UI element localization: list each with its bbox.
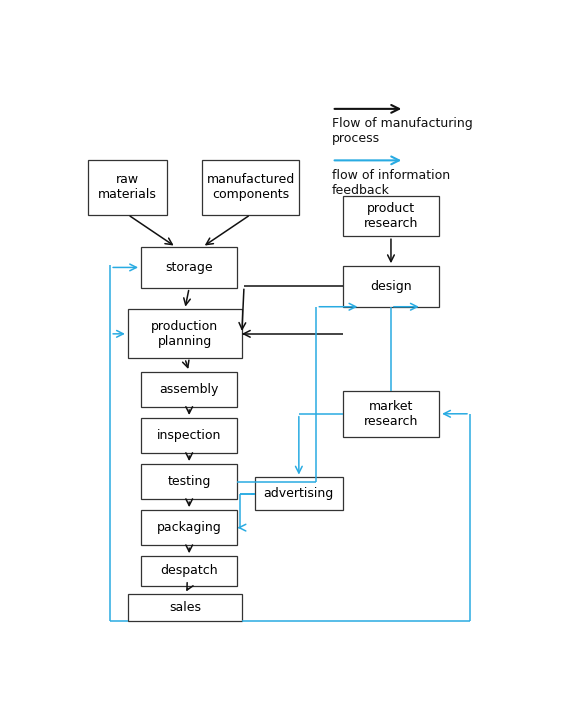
Text: packaging: packaging xyxy=(157,521,221,534)
Text: Flow of manufacturing
process: Flow of manufacturing process xyxy=(332,117,473,145)
FancyBboxPatch shape xyxy=(343,196,439,237)
FancyBboxPatch shape xyxy=(128,310,242,358)
FancyBboxPatch shape xyxy=(141,372,238,407)
Text: product
research: product research xyxy=(364,202,418,230)
FancyBboxPatch shape xyxy=(141,556,238,586)
FancyBboxPatch shape xyxy=(343,391,439,436)
FancyBboxPatch shape xyxy=(128,594,242,621)
FancyBboxPatch shape xyxy=(343,266,439,307)
Text: despatch: despatch xyxy=(160,565,218,577)
Text: production
planning: production planning xyxy=(151,320,218,348)
FancyBboxPatch shape xyxy=(141,510,238,545)
FancyBboxPatch shape xyxy=(88,161,168,215)
FancyBboxPatch shape xyxy=(141,247,238,288)
Text: flow of information
feedback: flow of information feedback xyxy=(332,168,450,196)
Text: sales: sales xyxy=(169,601,201,614)
Text: assembly: assembly xyxy=(160,383,219,396)
FancyBboxPatch shape xyxy=(255,477,343,510)
Text: design: design xyxy=(370,280,412,293)
Text: raw
materials: raw materials xyxy=(98,173,157,201)
Text: manufactured
components: manufactured components xyxy=(207,173,295,201)
FancyBboxPatch shape xyxy=(141,418,238,453)
FancyBboxPatch shape xyxy=(141,464,238,499)
Text: testing: testing xyxy=(168,475,211,488)
Text: storage: storage xyxy=(165,261,213,274)
FancyBboxPatch shape xyxy=(203,161,299,215)
Text: advertising: advertising xyxy=(264,487,334,501)
Text: inspection: inspection xyxy=(157,429,221,442)
Text: market
research: market research xyxy=(364,400,418,428)
